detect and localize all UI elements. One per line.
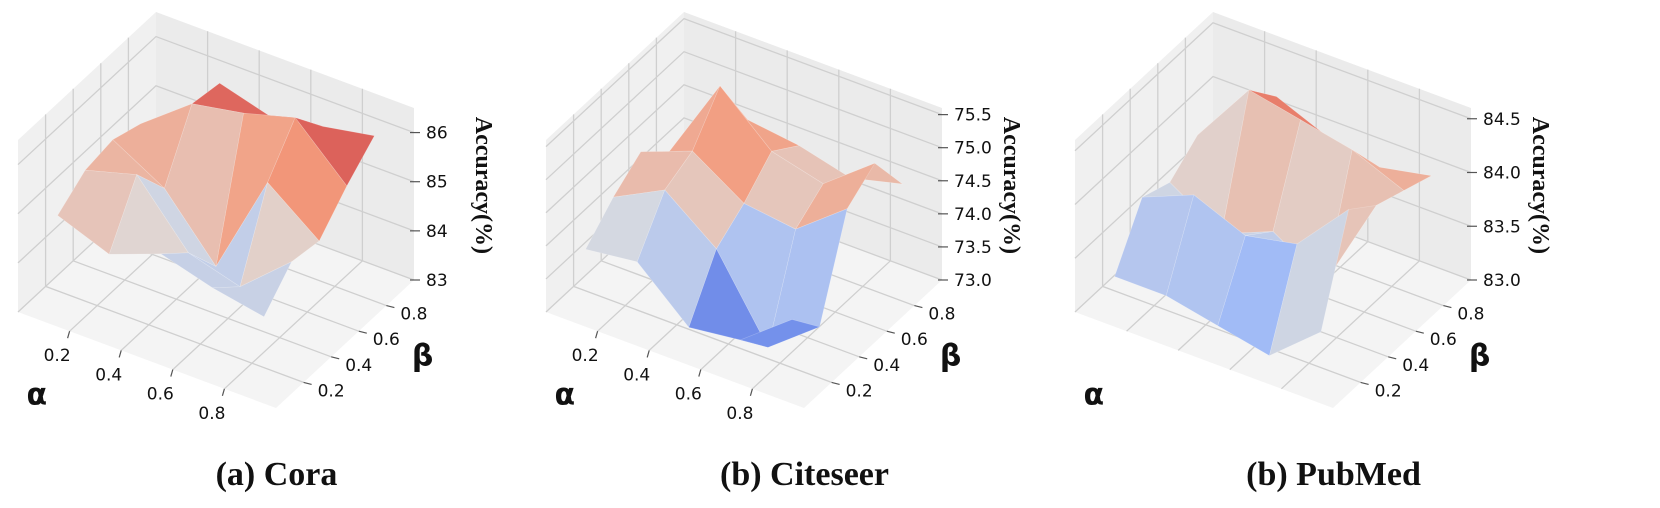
y-tick-label: 0.6 <box>1430 330 1457 350</box>
y-tick-label: 0.2 <box>318 381 345 401</box>
y-tick-label: 0.8 <box>928 305 955 325</box>
x-tick-mark <box>67 331 71 339</box>
left-pane <box>546 12 684 312</box>
caption-cora: (a) Cora <box>215 456 338 493</box>
x-tick-label: 0.8 <box>726 404 753 424</box>
y-axis-label: β <box>940 339 961 374</box>
z-tick-label: 83.5 <box>1483 217 1521 237</box>
surface-face <box>739 319 821 348</box>
z-tick-label: 85 <box>426 173 448 193</box>
y-tick-mark <box>386 305 395 309</box>
x-tick-label: 0.6 <box>675 385 702 405</box>
y-tick-label: 0.8 <box>1457 305 1484 325</box>
surface-face <box>294 117 375 187</box>
y-tick-mark <box>303 381 312 385</box>
y-tick-label: 0.6 <box>901 330 928 350</box>
y-tick-label: 0.4 <box>1402 356 1429 376</box>
y-tick-mark <box>1388 356 1397 360</box>
caption-citeseer: (b) Citeseer <box>720 456 889 493</box>
y-tick-label: 0.4 <box>345 356 372 376</box>
z-axis-label: Accuracy(%) <box>470 117 496 254</box>
surface-face <box>1352 149 1433 191</box>
caption-pubmed: (b) PubMed <box>1246 456 1421 493</box>
back-pane <box>684 12 942 280</box>
y-tick-label: 0.2 <box>846 381 873 401</box>
y-tick-mark <box>1415 330 1424 334</box>
z-tick-label: 73.5 <box>954 238 992 258</box>
y-tick-label: 0.2 <box>1375 381 1402 401</box>
z-tick-label: 84.5 <box>1483 110 1521 130</box>
x-tick-label: 0.4 <box>623 365 650 385</box>
surface-face <box>1268 208 1350 357</box>
y-tick-mark <box>1360 381 1369 385</box>
grid-line <box>545 17 943 148</box>
x-tick-mark <box>170 369 174 377</box>
x-tick-mark <box>221 388 225 396</box>
y-tick-label: 0.8 <box>400 305 427 325</box>
x-tick-mark <box>595 331 599 339</box>
surface-face <box>767 208 848 348</box>
left-pane <box>1075 12 1213 312</box>
grid-line <box>1074 75 1472 205</box>
grid-line <box>17 35 415 166</box>
y-tick-mark <box>859 356 868 360</box>
z-tick-label: 84.0 <box>1483 164 1521 184</box>
z-tick-label: 83.0 <box>1483 271 1521 291</box>
z-tick-label: 74.0 <box>954 205 992 225</box>
x-tick-label: 0.2 <box>44 346 71 366</box>
surface-face <box>794 162 876 230</box>
x-tick-label: 0.6 <box>147 385 174 405</box>
grid-line <box>545 84 943 214</box>
x-tick-label: 0.4 <box>95 365 122 385</box>
z-tick-label: 74.5 <box>954 172 992 192</box>
grid-line <box>1074 22 1472 152</box>
subplot-citeseer: 73.0 73.5 74.0 74.5 75.0 75.5 Accuracy(%) 0.2 0.… <box>528 0 1081 508</box>
z-axis-label: Accuracy(%) <box>1527 117 1553 254</box>
x-axis-label: α <box>554 377 575 412</box>
y-tick-mark <box>886 330 895 334</box>
x-tick-label: 0.2 <box>572 346 599 366</box>
z-tick-label: 86 <box>426 124 448 144</box>
x-tick-mark <box>646 350 650 358</box>
y-axis-label: β <box>1469 339 1490 374</box>
z-tick-label: 75.5 <box>954 106 992 126</box>
z-axis-label: Accuracy(%) <box>998 117 1024 254</box>
surface-plot-pubmed: 83.0 83.5 84.0 84.5 Accuracy(%) α 0.20.40.60.8… <box>1074 12 1553 412</box>
y-tick-mark <box>331 356 340 360</box>
z-tick-label: 75.0 <box>954 139 992 159</box>
x-tick-mark <box>698 369 702 377</box>
left-pane <box>18 12 156 312</box>
x-tick-label: 0.8 <box>198 404 225 424</box>
x-tick-mark <box>749 388 753 396</box>
subplot-cora: 83 84 85 86 Accuracy(%) 0.2 0.4 0.6 0.8 α 0.2 0.4 0.… <box>0 0 553 508</box>
x-tick-mark <box>118 350 122 358</box>
y-tick-mark <box>914 305 923 309</box>
y-tick-mark <box>831 381 840 385</box>
subplot-pubmed: 83.0 83.5 84.0 84.5 Accuracy(%) α 0.2 0.4 0.6 0.8… <box>1057 0 1610 508</box>
z-tick-label: 73.0 <box>954 271 992 291</box>
z-tick-label: 84 <box>426 222 448 242</box>
x-axis-label: α <box>26 377 47 412</box>
grid-line <box>545 50 943 181</box>
y-tick-mark <box>358 330 367 334</box>
surface-face <box>211 261 293 318</box>
z-tick-label: 83 <box>426 271 448 291</box>
y-tick-label: 0.6 <box>373 330 400 350</box>
y-tick-label: 0.4 <box>873 356 900 376</box>
y-axis-label: β <box>412 339 433 374</box>
surface-plot-citeseer: 73.073.574.074.575.075.5Accuracy(%)0.20.… <box>545 12 1024 424</box>
y-tick-mark <box>1443 305 1452 309</box>
x-axis-label: α <box>1083 377 1104 412</box>
